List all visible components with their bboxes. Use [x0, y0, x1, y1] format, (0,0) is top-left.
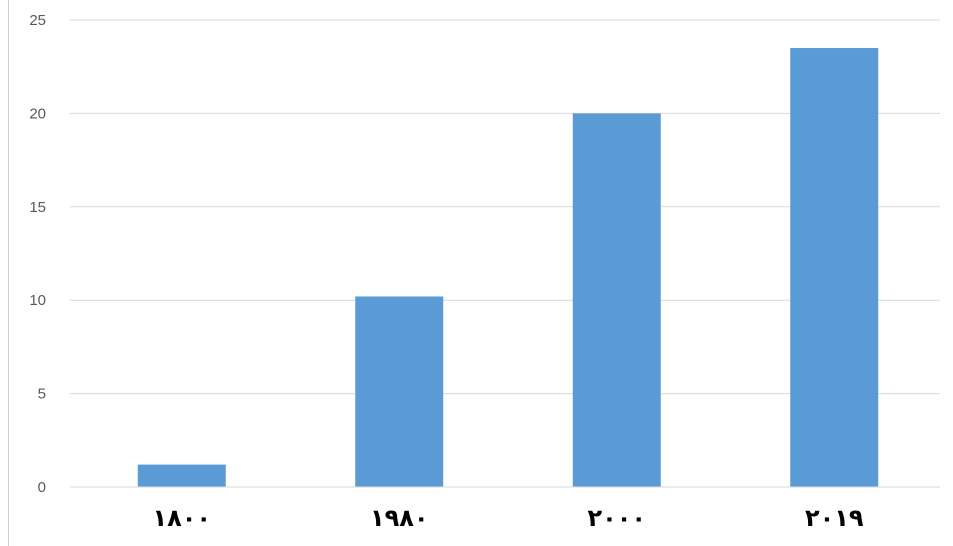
bar-0	[137, 464, 226, 487]
y-tick-label: 15	[29, 199, 46, 216]
y-tick-label: 0	[38, 479, 46, 496]
bar-2	[572, 113, 661, 488]
y-tick-label: 25	[29, 12, 46, 29]
chart-area-border	[8, 0, 9, 546]
x-tick-label: ١٨٠٠	[152, 504, 211, 532]
bars	[137, 48, 879, 488]
x-axis: ١٨٠٠ ١٩٨٠ ٢٠٠٠ ٢٠١٩	[70, 486, 940, 532]
y-axis: 0 5 10 15 20 25	[29, 12, 46, 496]
bar-3	[790, 48, 879, 488]
bar-1	[355, 296, 444, 487]
y-tick-label: 20	[29, 105, 46, 122]
x-tick-label: ٢٠١٩	[805, 504, 864, 532]
x-tick-label: ١٩٨٠	[370, 504, 429, 532]
y-tick-label: 10	[29, 292, 46, 309]
y-tick-label: 5	[38, 386, 46, 403]
x-tick-label: ٢٠٠٠	[587, 504, 646, 532]
